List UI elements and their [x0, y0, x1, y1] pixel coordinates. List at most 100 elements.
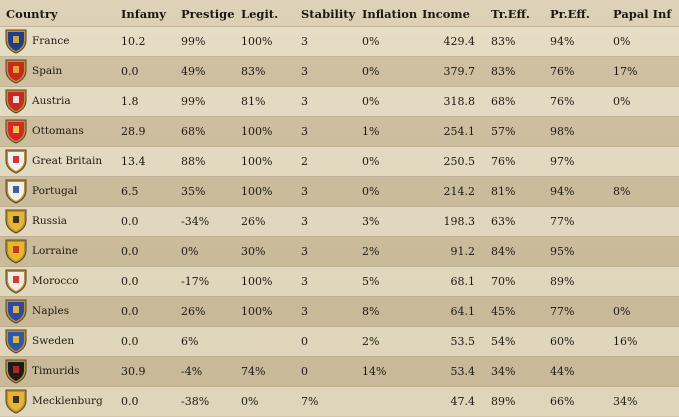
morocco-shield-icon[interactable] — [4, 268, 28, 294]
header-infamy[interactable]: Infamy — [121, 6, 166, 21]
legit-cell: 100% — [241, 154, 273, 168]
country-cell[interactable]: Mecklenburg — [0, 386, 121, 416]
prestige-cell: -4% — [181, 364, 203, 378]
country-row[interactable]: Ottomans 28.9 68% 100% 3 1% 254.1 57% 98% — [0, 116, 679, 146]
france-shield-icon[interactable] — [4, 28, 28, 54]
country-row[interactable]: Mecklenburg 0.0 -38% 0% 7% 47.4 89% 66% 34% — [0, 386, 679, 416]
country-cell[interactable]: Russia — [0, 206, 121, 236]
spain-shield-icon[interactable] — [4, 58, 28, 84]
pr-eff-cell: 94% — [550, 184, 575, 198]
country-cell[interactable]: Morocco — [0, 266, 121, 296]
inflation-cell: 1% — [362, 124, 380, 138]
country-cell[interactable]: Spain — [0, 56, 121, 86]
pr-eff-cell: 66% — [550, 394, 575, 408]
prestige-cell: -17% — [181, 274, 210, 288]
header-papal-inf[interactable]: Papal Inf — [613, 6, 672, 21]
tr-eff-cell: 84% — [491, 244, 516, 258]
papal-inf-cell: 17% — [613, 64, 638, 78]
prestige-cell: 99% — [181, 94, 206, 108]
stability-cell: 2 — [301, 154, 308, 168]
header-pr-eff[interactable]: Pr.Eff. — [550, 6, 590, 21]
tr-eff-cell: 70% — [491, 274, 516, 288]
infamy-cell: 0.0 — [121, 274, 139, 288]
inflation-cell — [362, 386, 422, 416]
country-row[interactable]: Great Britain 13.4 88% 100% 2 0% 250.5 76% 97% — [0, 146, 679, 176]
income-cell: 91.2 — [450, 244, 476, 258]
stability-cell: 3 — [301, 64, 308, 78]
country-cell[interactable]: Austria — [0, 86, 121, 116]
country-name: Lorraine — [32, 245, 78, 257]
great-britain-shield-icon[interactable] — [4, 148, 28, 174]
country-cell[interactable]: Timurids — [0, 356, 121, 386]
legit-cell — [241, 326, 301, 356]
prestige-cell: 6% — [181, 334, 199, 348]
country-cell[interactable]: Lorraine — [0, 236, 121, 266]
country-cell[interactable]: Great Britain — [0, 146, 121, 176]
country-row[interactable]: Timurids 30.9 -4% 74% 0 14% 53.4 34% 44% — [0, 356, 679, 386]
austria-shield-icon[interactable] — [4, 88, 28, 114]
prestige-cell: 49% — [181, 64, 206, 78]
legit-cell: 81% — [241, 94, 266, 108]
tr-eff-cell: 76% — [491, 154, 516, 168]
stability-cell: 3 — [301, 274, 308, 288]
country-row[interactable]: Lorraine 0.0 0% 30% 3 2% 91.2 84% 95% — [0, 236, 679, 266]
papal-inf-cell: 0% — [613, 94, 631, 108]
country-cell[interactable]: Portugal — [0, 176, 121, 206]
header-income[interactable]: Income — [422, 6, 470, 21]
inflation-cell: 0% — [362, 184, 380, 198]
header-prestige[interactable]: Prestige — [181, 6, 235, 21]
tr-eff-cell: 83% — [491, 64, 516, 78]
income-cell: 318.8 — [443, 94, 476, 108]
stability-cell: 7% — [301, 394, 319, 408]
tr-eff-cell: 83% — [491, 34, 516, 48]
header-inflation[interactable]: Inflation — [362, 6, 418, 21]
country-row[interactable]: Russia 0.0 -34% 26% 3 3% 198.3 63% 77% — [0, 206, 679, 236]
country-cell[interactable]: Sweden — [0, 326, 121, 356]
country-name: Naples — [32, 305, 70, 317]
stability-cell: 3 — [301, 244, 308, 258]
stability-cell: 3 — [301, 94, 308, 108]
infamy-cell: 1.8 — [121, 94, 139, 108]
sweden-shield-icon[interactable] — [4, 328, 28, 354]
country-row[interactable]: Naples 0.0 26% 100% 3 8% 64.1 45% 77% 0% — [0, 296, 679, 326]
country-name: France — [32, 35, 70, 47]
timurids-shield-icon[interactable] — [4, 358, 28, 384]
papal-inf-cell — [613, 206, 679, 236]
country-row[interactable]: Morocco 0.0 -17% 100% 3 5% 68.1 70% 89% — [0, 266, 679, 296]
country-row[interactable]: Austria 1.8 99% 81% 3 0% 318.8 68% 76% 0% — [0, 86, 679, 116]
header-stability[interactable]: Stability — [301, 6, 356, 21]
tr-eff-cell: 63% — [491, 214, 516, 228]
infamy-cell: 28.9 — [121, 124, 146, 138]
portugal-shield-icon[interactable] — [4, 178, 28, 204]
country-name: Timurids — [32, 365, 80, 377]
country-row[interactable]: Portugal 6.5 35% 100% 3 0% 214.2 81% 94% 8% — [0, 176, 679, 206]
country-row[interactable]: Spain 0.0 49% 83% 3 0% 379.7 83% 76% 17% — [0, 56, 679, 86]
country-row[interactable]: Sweden 0.0 6% 0 2% 53.5 54% 60% 16% — [0, 326, 679, 356]
ottomans-shield-icon[interactable] — [4, 118, 28, 144]
country-cell[interactable]: Ottomans — [0, 116, 121, 146]
inflation-cell: 8% — [362, 304, 380, 318]
papal-inf-cell: 0% — [613, 304, 631, 318]
income-cell: 250.5 — [443, 154, 476, 168]
header-legit[interactable]: Legit. — [241, 6, 279, 21]
pr-eff-cell: 95% — [550, 244, 575, 258]
naples-shield-icon[interactable] — [4, 298, 28, 324]
header-tr-eff[interactable]: Tr.Eff. — [491, 6, 530, 21]
stability-cell: 3 — [301, 34, 308, 48]
legit-cell: 100% — [241, 34, 273, 48]
infamy-cell: 0.0 — [121, 64, 139, 78]
mecklenburg-shield-icon[interactable] — [4, 388, 28, 414]
papal-inf-cell: 0% — [613, 34, 631, 48]
infamy-cell: 13.4 — [121, 154, 146, 168]
country-cell[interactable]: Naples — [0, 296, 121, 326]
russia-shield-icon[interactable] — [4, 208, 28, 234]
lorraine-shield-icon[interactable] — [4, 238, 28, 264]
country-cell[interactable]: France — [0, 26, 121, 56]
country-row[interactable]: France 10.2 99% 100% 3 0% 429.4 83% 94% 0% — [0, 26, 679, 56]
prestige-cell: 35% — [181, 184, 206, 198]
infamy-cell: 0.0 — [121, 244, 139, 258]
header-country[interactable]: Country — [6, 6, 58, 21]
pr-eff-cell: 98% — [550, 124, 575, 138]
